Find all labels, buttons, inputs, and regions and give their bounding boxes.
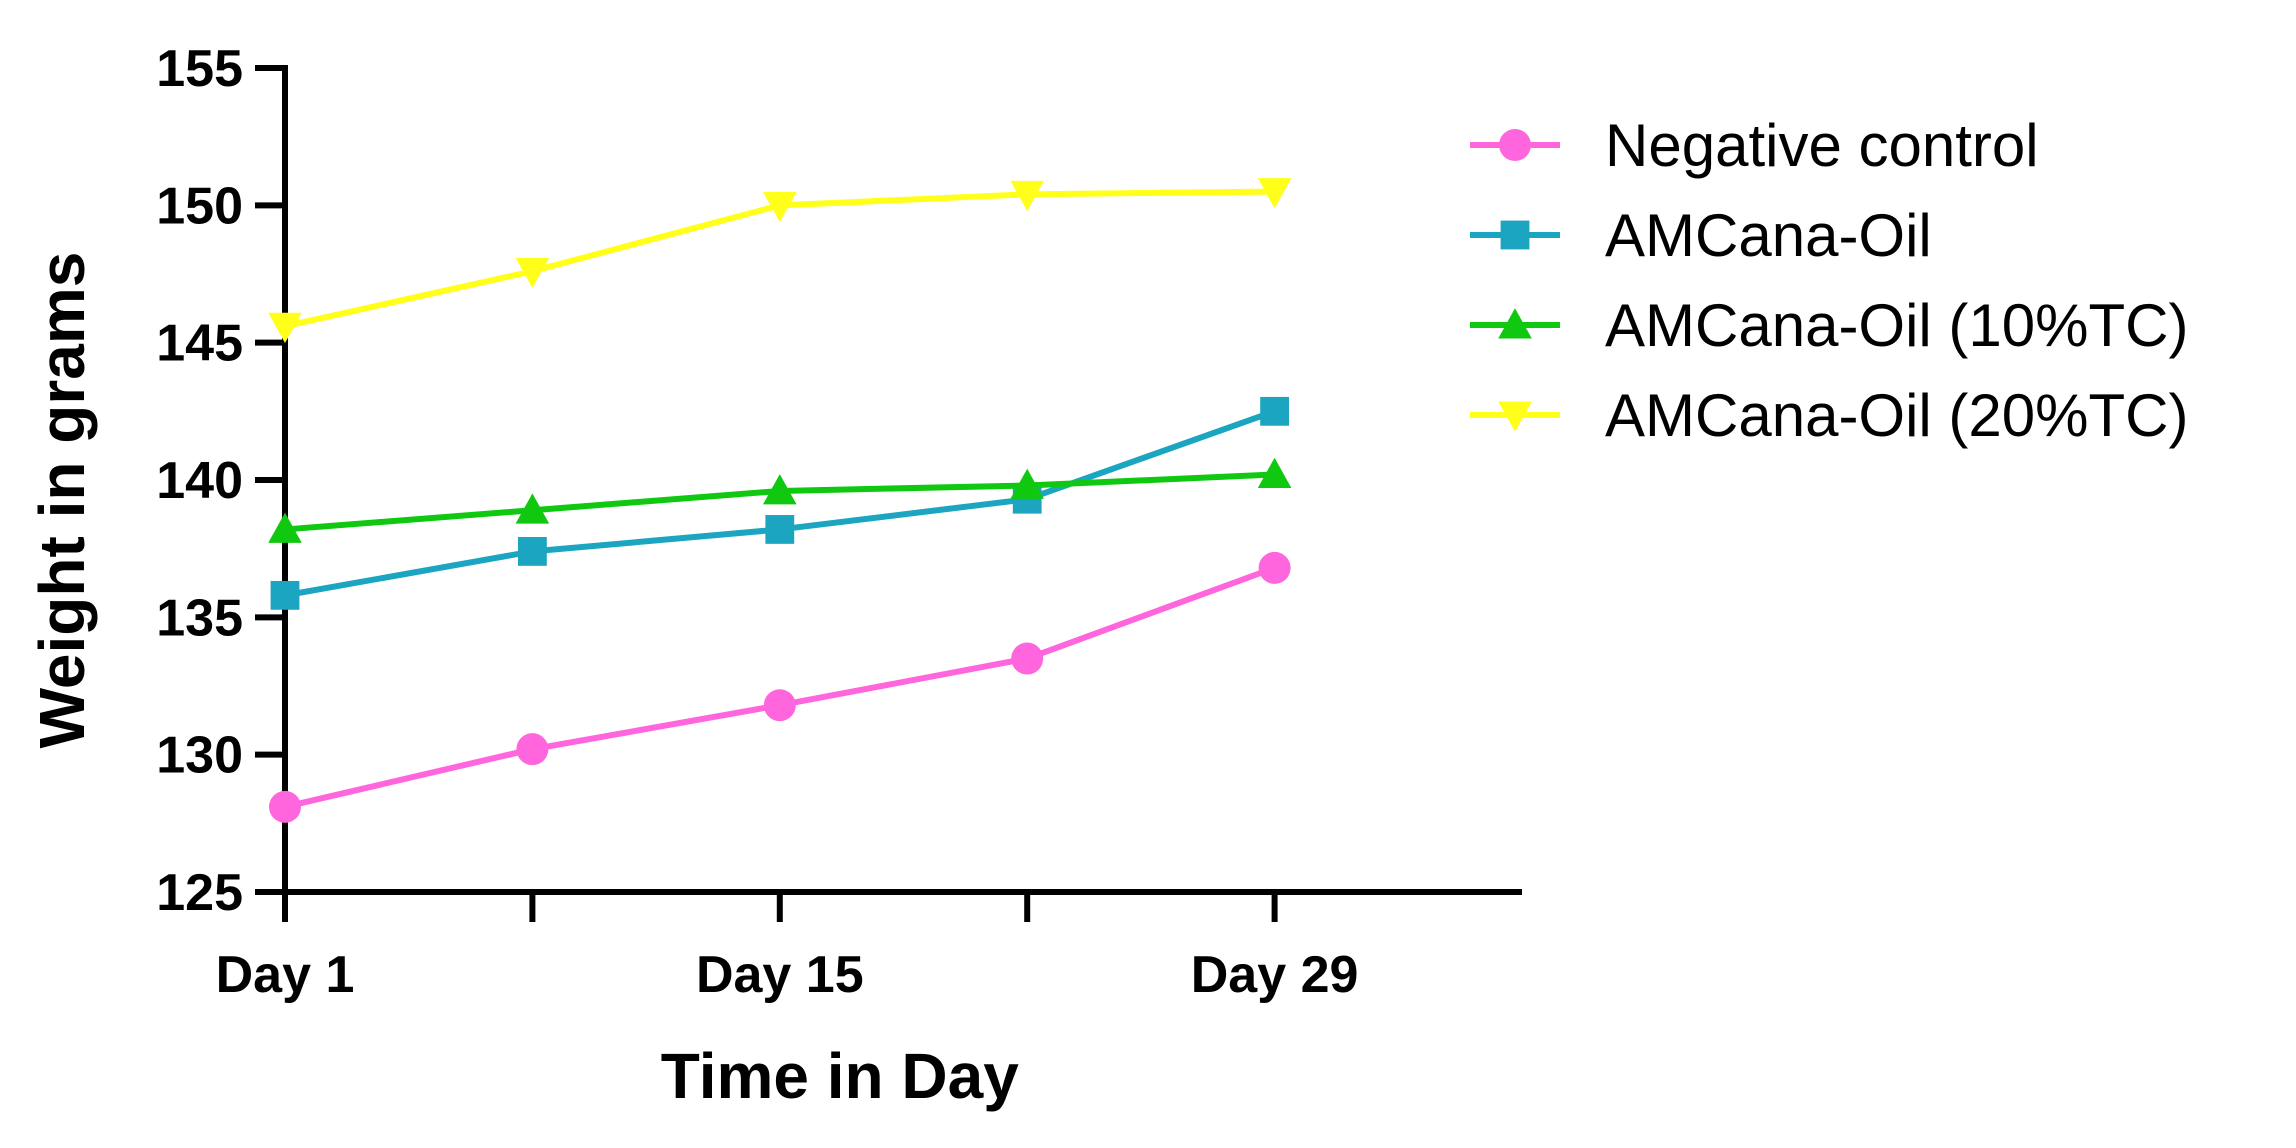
data-point (763, 689, 796, 722)
data-point (270, 580, 300, 610)
series-layer (268, 178, 1292, 823)
series-line (284, 565, 1276, 810)
x-ticks: Day 1 Day 15 Day 29 (216, 892, 1359, 1004)
x-axis-title: Time in Day (661, 1040, 1019, 1112)
data-point (268, 512, 302, 543)
legend-label: Negative control (1605, 112, 2039, 179)
legend-entry: AMCana-Oil (10%TC) (1470, 292, 2188, 359)
legend-label: AMCana-Oil (1605, 202, 1932, 269)
data-point (1257, 457, 1292, 488)
axes (282, 65, 1522, 895)
legend-label: AMCana-Oil (10%TC) (1605, 292, 2188, 359)
legend: Negative control AMCana-Oil AMCana-Oil (10… (1470, 112, 2188, 449)
y-axis-title: Weight in grams (26, 252, 98, 749)
data-point (1258, 551, 1291, 584)
data-point (269, 790, 301, 823)
data-point (518, 537, 547, 566)
data-point (516, 733, 549, 766)
y-tick-label: 130 (156, 727, 243, 785)
data-point (763, 474, 797, 505)
legend-marker (1498, 401, 1532, 432)
y-ticks: 125 130 135 140 145 150 155 (156, 40, 285, 922)
data-point (268, 312, 302, 343)
legend-entry: Negative control (1470, 112, 2039, 179)
data-point (1010, 180, 1044, 212)
x-tick-label: Day 1 (216, 946, 355, 1004)
legend-entry: AMCana-Oil (1470, 202, 1932, 269)
series-4 (268, 178, 1292, 343)
series-3 (268, 457, 1292, 543)
legend-marker (1499, 129, 1531, 161)
data-point (763, 191, 797, 223)
data-point (515, 257, 550, 289)
y-tick-label: 155 (156, 40, 243, 98)
data-point (1260, 396, 1289, 426)
legend-marker (1498, 308, 1532, 339)
y-tick-label: 135 (156, 589, 243, 647)
y-tick-label: 150 (156, 177, 243, 235)
data-point (515, 493, 550, 524)
y-tick-label: 145 (156, 315, 243, 373)
data-point (765, 515, 795, 544)
series-1 (269, 551, 1291, 823)
legend-marker (1500, 220, 1530, 250)
x-tick-label: Day 15 (696, 946, 864, 1004)
legend-label: AMCana-Oil (20%TC) (1605, 382, 2188, 449)
x-tick-label: Day 29 (1191, 946, 1359, 1004)
y-tick-label: 140 (156, 452, 243, 510)
y-tick-label: 125 (156, 864, 243, 922)
data-point (1011, 642, 1044, 675)
data-point (1010, 468, 1044, 499)
data-point (1257, 178, 1292, 209)
legend-entry: AMCana-Oil (20%TC) (1470, 382, 2188, 449)
